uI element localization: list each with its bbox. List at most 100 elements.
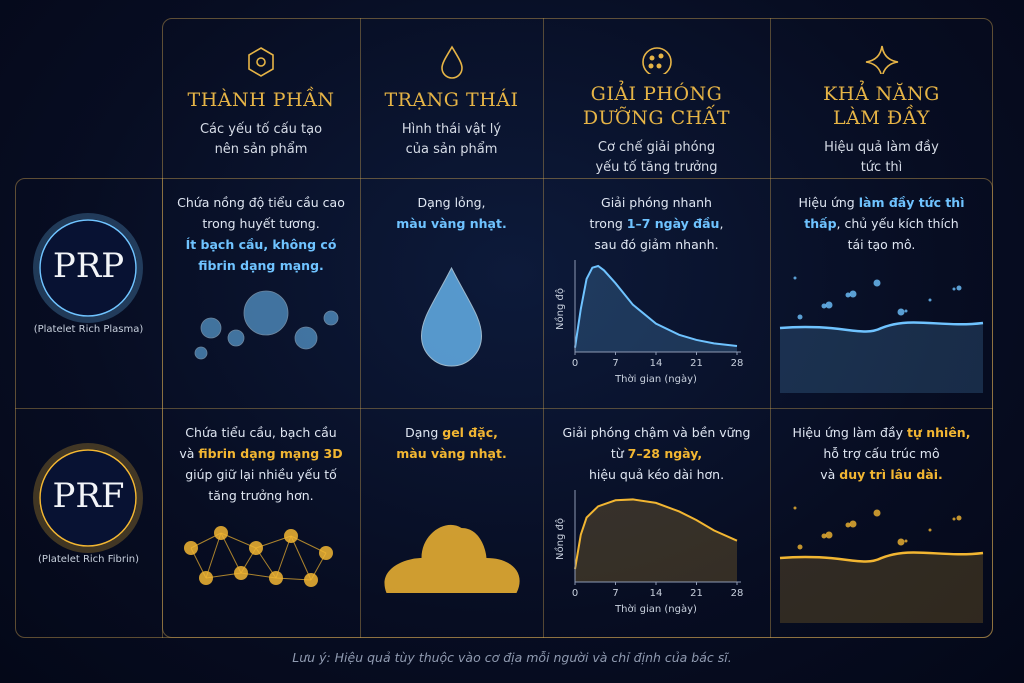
sparkle bbox=[904, 309, 908, 313]
accent-text: duy trì lâu dài. bbox=[839, 467, 943, 482]
icon-hex bbox=[248, 47, 274, 77]
x-tick-label: 28 bbox=[731, 358, 744, 369]
cell-node bbox=[249, 541, 263, 555]
column-divider bbox=[543, 18, 544, 638]
header-cell: THÀNH PHẦN Các yếu tố cấu tạo nên sản phẩm bbox=[162, 18, 360, 178]
sparkle bbox=[793, 506, 797, 510]
cell-text: Giải phóng chậm và bền vững từ 7–28 ngày,… bbox=[543, 422, 770, 485]
sparkle bbox=[797, 314, 803, 320]
cell-text-segment: sau đó giảm nhanh. bbox=[594, 237, 719, 252]
cell-text-segment: tái tạo mô. bbox=[847, 237, 916, 252]
cell-node bbox=[284, 529, 298, 543]
header-title-line: THÀNH PHẦN bbox=[187, 89, 335, 111]
body-cell: Hiệu ứng làm đầy tự nhiên, hỗ trợ cấu trú… bbox=[770, 408, 993, 638]
sparkle bbox=[849, 520, 857, 528]
column-divider bbox=[360, 18, 361, 638]
header-cell: KHẢ NĂNG LÀM ĐẦY Hiệu quả làm đầy tức thì bbox=[770, 18, 993, 178]
badge-sublabel: (Platelet Rich Plasma) bbox=[33, 324, 144, 335]
body-cell: 0 7 14 21 28 Thời gian (ngày) Nồng độ Giải phón… bbox=[543, 408, 770, 638]
badge-label: PRF bbox=[52, 476, 125, 516]
cell-text-segment: và bbox=[179, 446, 199, 461]
accent-text: Ít bạch cầu, không có bbox=[185, 237, 337, 252]
header-subtitle: Hình thái vật lý của sản phẩm bbox=[402, 120, 501, 160]
header-subtitle-line: Hình thái vật lý bbox=[401, 122, 502, 137]
cell-line: màu vàng nhạt. bbox=[360, 443, 543, 464]
cell-text-segment: Chứa nồng độ tiểu cầu cao bbox=[177, 195, 345, 210]
body-cell: Chứa tiểu cầu, bạch cầu và fibrin dạng mạ… bbox=[162, 408, 360, 638]
cell-text-segment: trong huyết tương. bbox=[202, 216, 320, 231]
cell-node bbox=[214, 526, 228, 540]
header-icon bbox=[440, 45, 463, 79]
droplet bbox=[420, 266, 483, 367]
badge-label: PRP bbox=[52, 246, 125, 286]
cell-line: Chứa tiểu cầu, bạch cầu bbox=[162, 422, 360, 443]
sparkle bbox=[897, 538, 905, 546]
x-tick-label: 0 bbox=[572, 588, 578, 599]
skin-surface bbox=[780, 552, 983, 623]
cell-text-segment: Giải phóng chậm và bền vững bbox=[562, 425, 751, 440]
accent-text: làm đầy tức thì bbox=[858, 195, 965, 210]
header-icon bbox=[641, 47, 672, 74]
cell-text-segment: và bbox=[820, 467, 840, 482]
cell-text: Dạng lỏng, màu vàng nhạt. bbox=[360, 192, 543, 234]
cell-text-segment: hiệu quả kéo dài hơn. bbox=[588, 467, 725, 482]
cell-fiber bbox=[220, 532, 242, 574]
cell-line: tăng trưởng hơn. bbox=[162, 485, 360, 506]
header-subtitle-line: tức thì bbox=[860, 160, 903, 175]
cell-line: màu vàng nhạt. bbox=[360, 213, 543, 234]
row-divider bbox=[15, 408, 993, 409]
header-title: THÀNH PHẦN bbox=[188, 88, 335, 112]
cell-line: giúp giữ lại nhiều yếu tố bbox=[162, 464, 360, 485]
cell-line: Hiệu ứng làm đầy tức thì bbox=[770, 192, 993, 213]
cell-sphere bbox=[227, 329, 245, 347]
cell-line: Dạng lỏng, bbox=[360, 192, 543, 213]
cell-text-segment: , chủ yếu kích thích bbox=[836, 216, 959, 231]
cell-text-segment: giúp giữ lại nhiều yếu tố bbox=[185, 467, 337, 482]
x-tick-label: 21 bbox=[690, 588, 703, 599]
gel-blob bbox=[384, 524, 520, 593]
sparkle bbox=[821, 303, 827, 309]
accent-text: fibrin dạng mạng 3D bbox=[198, 446, 343, 461]
cell-text-segment: Hiệu ứng làm đầy bbox=[792, 425, 908, 440]
x-tick-label: 0 bbox=[572, 358, 578, 369]
cell-text-segment: Dạng lỏng, bbox=[417, 195, 486, 210]
sparkle bbox=[928, 528, 932, 532]
badge-ring bbox=[33, 443, 143, 553]
accent-text: màu vàng nhạt. bbox=[396, 216, 507, 231]
accent-text: tự nhiên, bbox=[907, 425, 971, 440]
sparkle bbox=[904, 539, 908, 543]
badge-sublabel: (Platelet Rich Fibrin) bbox=[38, 554, 139, 565]
cell-line: thấp, chủ yếu kích thích bbox=[770, 213, 993, 234]
sparkle bbox=[845, 522, 851, 528]
sparkle bbox=[952, 517, 956, 521]
accent-text: 7–28 ngày, bbox=[627, 446, 703, 461]
icon-dot bbox=[658, 53, 663, 59]
accent-text: 1–7 ngày đầu bbox=[626, 216, 720, 231]
cell-line: Dạng gel đặc, bbox=[360, 422, 543, 443]
cell-text: Hiệu ứng làm đầy tự nhiên, hỗ trợ cấu trú… bbox=[770, 422, 993, 485]
x-axis-label: Thời gian (ngày) bbox=[614, 373, 697, 385]
icon-dot bbox=[649, 55, 654, 61]
accent-text: màu vàng nhạt. bbox=[396, 446, 507, 461]
body-cell: 0 7 14 21 28 Thời gian (ngày) Nồng độ Giải phón… bbox=[543, 178, 770, 408]
cell-line: Hiệu ứng làm đầy tự nhiên, bbox=[770, 422, 993, 443]
cell-sphere bbox=[243, 290, 289, 336]
header-title: KHẢ NĂNG LÀM ĐẦY bbox=[823, 82, 940, 130]
header-title: GIẢI PHÓNG DƯỠNG CHẤT bbox=[583, 82, 730, 130]
sparkle bbox=[849, 290, 857, 298]
cell-illustration bbox=[384, 524, 520, 593]
cell-line: Ít bạch cầu, không có bbox=[162, 234, 360, 255]
cell-line: fibrin dạng mạng. bbox=[162, 255, 360, 276]
cell-fiber bbox=[205, 532, 222, 579]
cell-illustration bbox=[420, 266, 483, 367]
badge-circle bbox=[39, 219, 137, 317]
x-tick-label: 14 bbox=[650, 358, 663, 369]
column-divider bbox=[162, 178, 163, 638]
cell-line: từ 7–28 ngày, bbox=[543, 443, 770, 464]
cell-line: Giải phóng nhanh bbox=[543, 192, 770, 213]
sparkle bbox=[845, 292, 851, 298]
cell-text-segment: Dạng bbox=[405, 425, 443, 440]
cell-text: Dạng gel đặc, màu vàng nhạt. bbox=[360, 422, 543, 464]
cell-line: sau đó giảm nhanh. bbox=[543, 234, 770, 255]
